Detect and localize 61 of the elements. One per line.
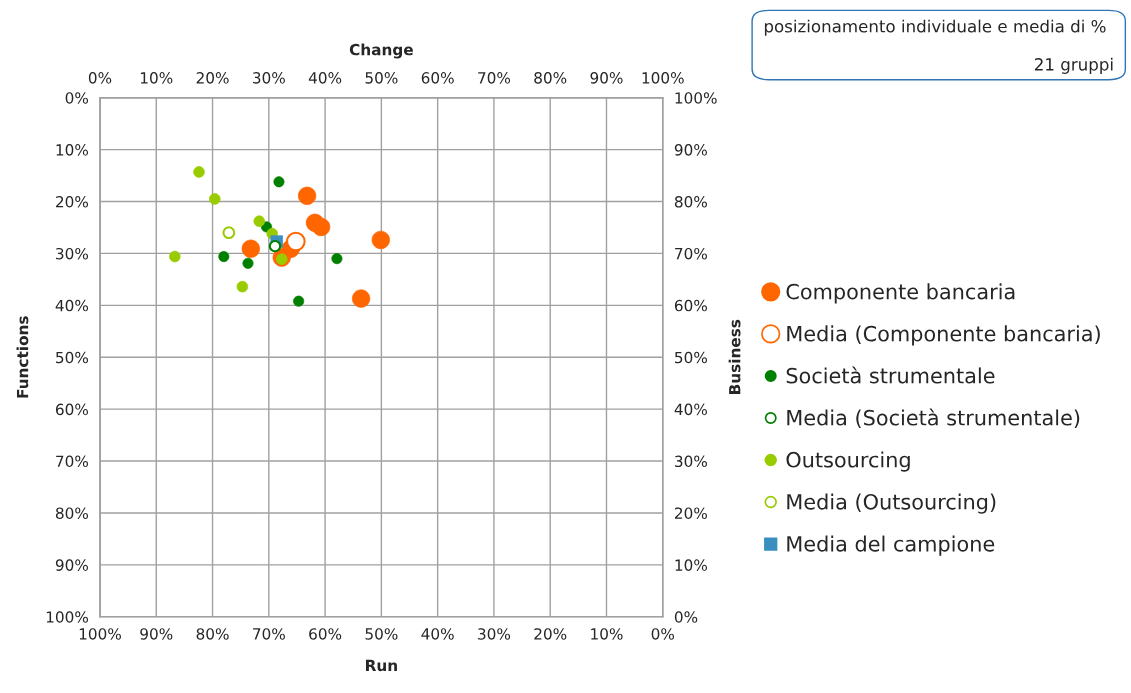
x2-tick-label: 40% [308,72,342,84]
legend-label: Media (Componente bancaria) [787,325,1100,346]
legend-label: Media del campione [787,535,995,556]
y2-tick-label: 20% [675,507,707,519]
legend-label: Media (Società strumentale) [787,408,1080,429]
x-tick-label: 80% [196,628,229,640]
legend-label: Società strumentale [786,366,995,384]
x-tick-label: 90% [140,628,173,640]
x2-tick-label: 10% [140,72,173,84]
y2-tick-label: 70% [675,247,707,260]
x-tick-label: 20% [534,628,567,640]
y2-tick-label: 10% [675,559,707,571]
y-tick-label: 30% [56,247,89,260]
x2-tick-label: 100% [642,72,684,84]
x-tick-label: 70% [253,628,285,640]
x2-tick-label: 90% [590,72,623,84]
x-tick-label: 0% [651,628,675,640]
y2-tick-label: 80% [674,195,707,208]
point [286,231,306,252]
y-axis-title: Functions [16,316,29,398]
x2-tick-label: 0% [88,72,112,84]
y-tick-label: 80% [55,507,89,519]
y2-tick-label: 0% [674,611,698,623]
y-tick-label: 10% [56,144,89,156]
x-tick-label: 10% [591,628,623,640]
y-tick-label: 70% [56,455,89,468]
text: 21 gruppi [1034,57,1113,74]
y2-tick-label: 50% [675,351,707,364]
text: posizionamento individuale e media di % [764,19,1106,36]
y2-tick-label: 30% [675,455,707,468]
point [297,186,317,205]
x2-tick-label: 50% [365,72,398,84]
x-tick-label: 100% [79,628,121,640]
legend-label: Componente bancaria [786,283,1015,304]
y-tick-label: 100% [46,611,89,623]
y-tick-label: 0% [65,92,89,104]
y2-tick-label: 60% [674,299,707,312]
x-tick-label: 40% [421,628,454,640]
y-tick-label: 20% [56,195,89,208]
y2-tick-label: 100% [675,92,717,104]
x-tick-label: 60% [309,628,342,640]
y-tick-label: 50% [56,351,89,364]
x-axis-title: Run [366,659,397,672]
y2-tick-label: 90% [674,144,707,156]
x-tick-label: 50% [365,628,398,640]
y-tick-label: 60% [55,403,89,416]
x-tick-label: 30% [478,628,511,640]
x2-tick-label: 60% [421,72,454,84]
x2-tick-label: 20% [196,72,229,84]
y2-tick-label: 40% [674,403,707,416]
y-tick-label: 40% [55,299,89,312]
legend-label: Media (Outsourcing) [787,493,996,514]
y2-axis-title: Business [728,319,741,394]
x2-axis-title: Change [349,43,413,59]
point [222,226,236,240]
x2-tick-label: 70% [478,72,511,84]
x2-tick-label: 30% [253,72,285,84]
y-tick-label: 90% [55,559,89,571]
point [268,239,282,253]
x2-tick-label: 80% [534,72,567,84]
legend-label: Outsourcing [786,451,910,472]
